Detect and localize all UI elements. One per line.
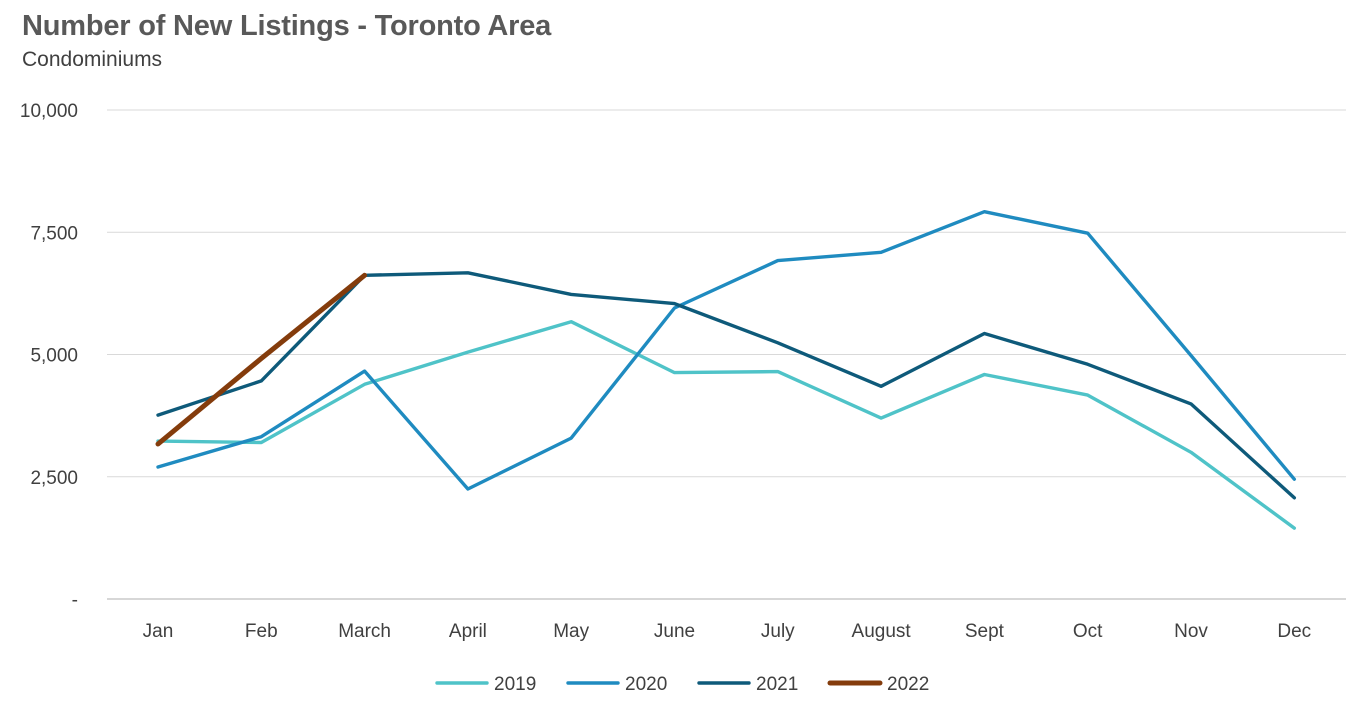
x-tick-label: June (654, 621, 695, 642)
y-tick-label: 10,000 (20, 101, 78, 122)
legend-label-2020: 2020 (625, 674, 667, 695)
x-tick-label: Oct (1073, 621, 1103, 642)
x-tick-label: Dec (1277, 621, 1311, 642)
legend-label-2022: 2022 (887, 674, 929, 695)
chart-subtitle: Condominiums (22, 48, 163, 71)
x-tick-label: Sept (965, 621, 1005, 642)
x-tick-label: May (553, 621, 589, 642)
y-tick-label: 2,500 (30, 468, 78, 489)
x-tick-label: April (449, 621, 487, 642)
grid-layer (107, 109, 1346, 600)
x-tick-label: Feb (245, 621, 278, 642)
x-tick-label: Jan (143, 621, 174, 642)
series-line-2021 (156, 271, 1297, 500)
legend: 2019 2020 2021 2022 (435, 674, 929, 695)
y-tick-label: 7,500 (30, 223, 78, 244)
x-tick-label: August (852, 621, 912, 642)
legend-label-2021: 2021 (756, 674, 798, 695)
legend-label-2019: 2019 (494, 674, 536, 695)
series-line-2022 (155, 272, 368, 447)
chart-title: Number of New Listings - Toronto Area (22, 10, 552, 42)
series-layer (155, 209, 1297, 530)
y-tick-label: 5,000 (30, 346, 78, 367)
x-tick-label: Nov (1174, 621, 1208, 642)
x-tick-label: July (761, 621, 795, 642)
series-line-2020 (156, 209, 1297, 491)
x-tick-label: March (338, 621, 391, 642)
y-tick-label: - (72, 590, 78, 611)
series-line-2019 (156, 320, 1297, 530)
axis-layer: - 2,500 5,000 7,500 10,000 Jan Feb March April Ma… (20, 101, 1311, 642)
